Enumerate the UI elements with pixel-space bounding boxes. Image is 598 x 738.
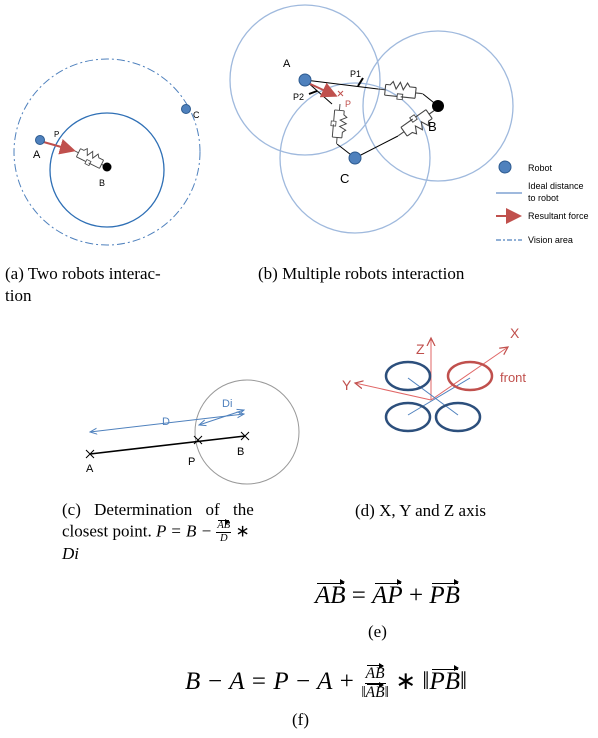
point-label: P1 [350, 69, 361, 79]
distance-arrow [199, 410, 244, 425]
legend-label: Resultant force [528, 211, 589, 221]
equation-label: (e) [368, 622, 387, 642]
legend-label: to robot [528, 193, 559, 203]
operator: ∗ [236, 522, 250, 541]
equation: AB = AP + PB [315, 582, 460, 610]
vector: AB [217, 520, 230, 532]
caption: tion [5, 286, 32, 305]
legend-label: Robot [528, 163, 553, 173]
distance-label: Di [222, 398, 232, 410]
norm: ‖ [385, 684, 389, 701]
figure-diagrams: A P B C (a) Two robots interac- tion A P… [0, 0, 598, 738]
rotor [436, 403, 480, 431]
rotor [386, 403, 430, 431]
formula: B − A = P − A + [185, 668, 355, 695]
axis-label: Z [416, 341, 425, 357]
point-label: P [188, 456, 195, 468]
point-label: P2 [293, 92, 304, 102]
norm: ‖ [460, 668, 467, 695]
robot [349, 152, 361, 164]
vector: PB [429, 668, 460, 696]
operator: = [352, 582, 366, 609]
segment [90, 436, 245, 454]
caption: (c) Determination of the [62, 500, 254, 520]
vector: PB [429, 582, 460, 610]
point-label: A [283, 58, 291, 70]
front-label: front [500, 370, 526, 385]
point-label: B [237, 446, 244, 458]
tick [358, 78, 363, 86]
legend-label: Vision area [528, 235, 573, 245]
caption: (d) X, Y and Z axis [355, 501, 486, 520]
formula: P = B − [156, 522, 212, 541]
panel-c: D Di A P B [86, 380, 299, 484]
cross [338, 91, 343, 96]
equation: B − A = P − A + AB‖AB‖ ∗ ‖PB‖ [185, 665, 467, 702]
point-label: A [86, 463, 94, 475]
caption-text: closest point. [62, 522, 152, 541]
equation-label: (f) [292, 710, 309, 730]
vector: AP [372, 582, 403, 610]
distance-circle [195, 380, 299, 484]
robot [299, 74, 311, 86]
robot-target [432, 100, 444, 112]
denominator: D [220, 533, 228, 545]
figure-page: A P B C (a) Two robots interac- tion A P… [0, 0, 598, 738]
point-label: C [193, 110, 200, 120]
point-label: A [33, 149, 41, 161]
robot [182, 105, 191, 114]
panel-d: Z X Y front (d) X, Y and Z axis [342, 325, 526, 520]
vector: AB [315, 582, 346, 610]
vision-circle [14, 59, 200, 245]
resultant-force [40, 141, 72, 150]
x-axis [431, 347, 508, 400]
rotor-front [448, 362, 492, 390]
caption: (b) Multiple robots interaction [258, 264, 465, 283]
legend-robot [499, 161, 511, 173]
operator: ∗ ‖ [395, 668, 429, 695]
vector: AB [366, 684, 385, 702]
vector: AB [366, 665, 385, 683]
point-label: P [54, 130, 59, 139]
rotor [386, 362, 430, 390]
legend-label: Ideal distance [528, 181, 584, 191]
spring-damper [377, 80, 424, 102]
robot-target [103, 163, 112, 172]
operator: + [409, 582, 423, 609]
caption: Di [62, 544, 79, 564]
point-label: B [428, 119, 437, 134]
panel-b: A P1 P2 P B C Robot Ideal distance to ro… [230, 5, 589, 283]
axis-label: Y [342, 377, 352, 393]
fraction: AB‖AB‖ [361, 665, 389, 702]
point-label: B [99, 178, 105, 188]
distance-label: D [162, 416, 170, 428]
panel-a: A P B C (a) Two robots interac- tion [5, 59, 200, 305]
point-label: P [345, 99, 351, 109]
axis-label: X [510, 325, 520, 341]
caption: (a) Two robots interac- [5, 264, 161, 283]
link [355, 136, 398, 158]
spring-damper [329, 103, 348, 144]
robot [36, 136, 45, 145]
point-label: C [340, 171, 349, 186]
